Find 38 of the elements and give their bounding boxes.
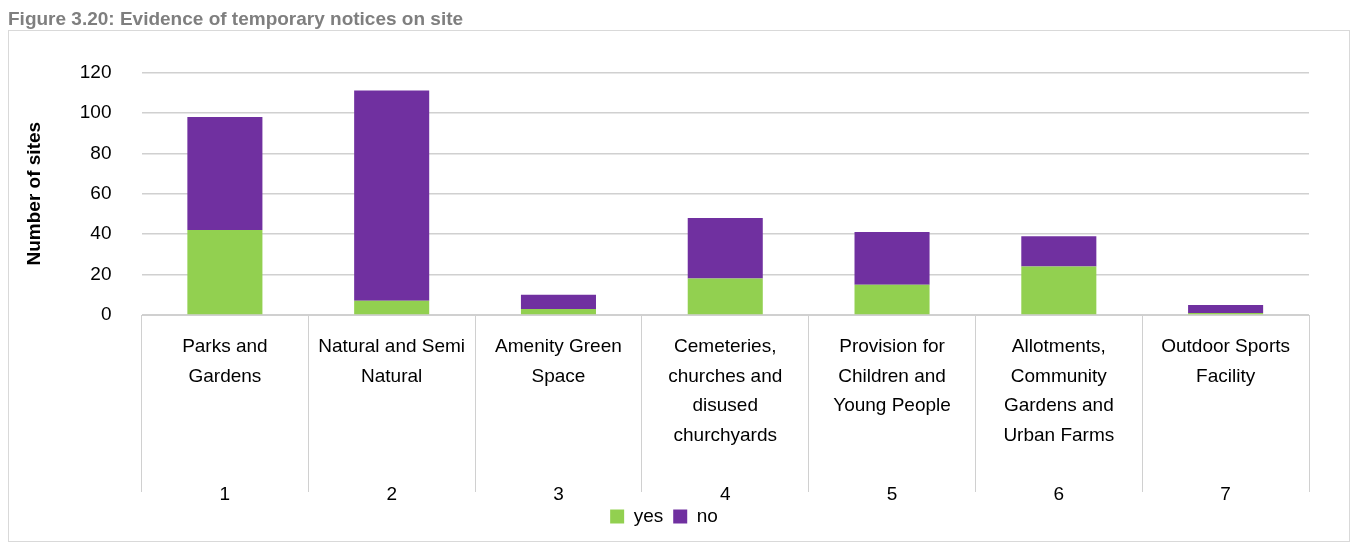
text: 1 [219,482,231,504]
legend-label: yes [633,504,664,526]
bar [854,284,930,315]
y-tick-label: 40 [90,222,112,244]
chart-title: Figure 3.20: Evidence of temporary notices on site [8,8,465,30]
bar [520,294,596,309]
text: 2 [386,482,397,504]
bar [1021,266,1097,315]
y-tick-label: 80 [90,141,112,163]
x-tick-label: Natural and Semi Natural [318,335,466,386]
x-tick-label: Parks and Gardens [182,335,268,386]
bar [687,217,763,279]
bar [687,278,763,315]
bar [854,232,930,285]
bar [354,90,430,301]
text: 6 [1053,482,1065,504]
legend-label: no [696,504,718,526]
text: 4 [719,482,731,504]
x-tick-label: Outdoor Sports Facility [1161,335,1291,386]
y-tick-label: 20 [90,262,112,284]
bar [187,116,263,231]
y-axis-title: Number of sites [22,121,44,266]
x-tick-label: Provision for Children and Young People [833,335,951,416]
text: 3 [553,482,564,504]
bar [354,300,430,315]
bar [187,230,263,315]
y-tick-label: 120 [79,60,112,82]
x-tick-label: Allotments, Community Gardens and Urban Farms [1003,335,1115,445]
bar [1021,236,1097,267]
bar [520,308,596,315]
y-tick-label: 60 [90,181,112,203]
x-tick-label: Amenity Green Space [495,335,622,386]
y-tick-label: 100 [79,101,112,123]
x-tick-label: Cemeteries, churches and disused churchyards [668,335,783,445]
text: 7 [1220,482,1231,504]
text: 5 [886,482,898,504]
bar [1188,304,1264,313]
y-tick-label: 0 [100,303,112,325]
